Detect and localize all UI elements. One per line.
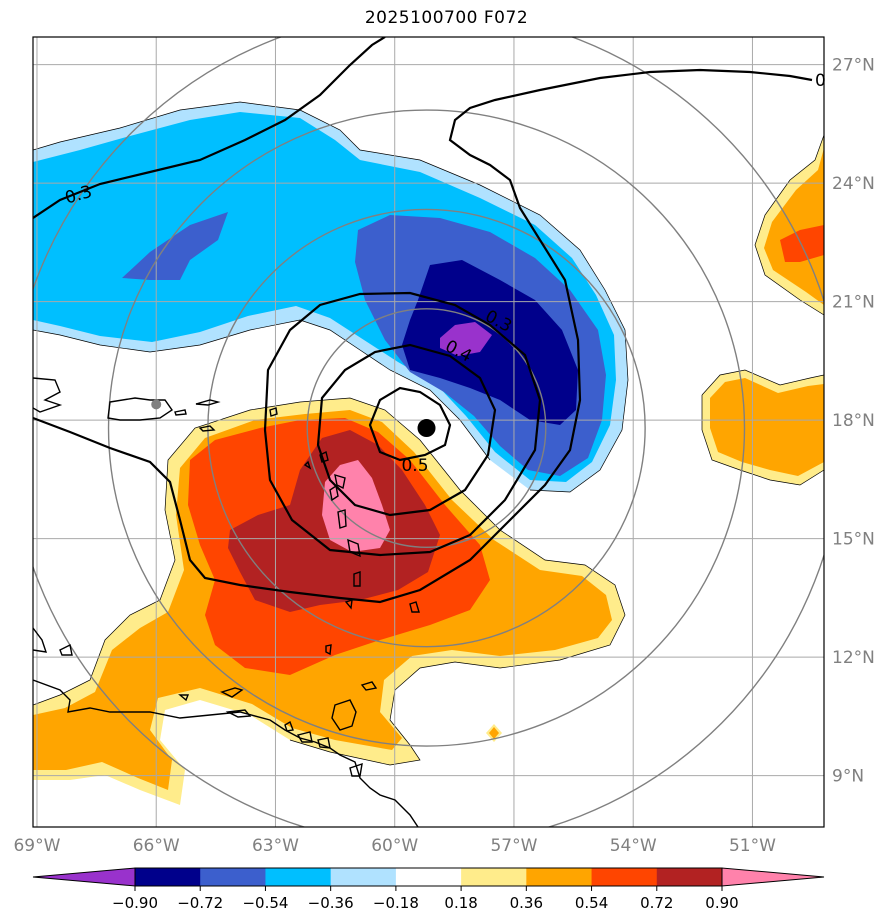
contour-0.5-inner (368, 386, 452, 462)
lat-tick-6: 27°N (832, 56, 875, 76)
lat-tick-1: 12°N (832, 648, 875, 668)
colorbar-extend-high (721, 867, 825, 887)
chart-title: 2025100700 F072 (364, 8, 529, 28)
lon-tick-0: 69°W (13, 836, 60, 856)
colorbar-band-4 (395, 868, 462, 886)
colorbar: −0.90 −0.72 −0.54 −0.36 −0.18 0.18 0.36 0.54 0.7… (32, 867, 825, 912)
lon-tick-labels: 69°W 66°W 63°W 60°W 57°W 54°W 51°W (13, 836, 776, 856)
shade-pos-east-036 (764, 148, 824, 305)
colorbar-tick-2: −0.54 (242, 894, 288, 912)
contour-0.4 (263, 291, 542, 557)
colorbar-band-6 (526, 868, 593, 886)
range-ring-1 (207, 208, 646, 648)
lat-tick-3: 18°N (832, 411, 875, 431)
coastlines (33, 377, 420, 827)
colorbar-tick-8: 0.72 (640, 894, 673, 912)
colorbar-band-1 (200, 868, 266, 886)
lon-tick-5: 54°W (610, 836, 657, 856)
lat-tick-0: 9°N (832, 767, 864, 787)
lon-tick-3: 60°W (371, 836, 418, 856)
colorbar-band-0 (135, 868, 201, 886)
shade-pos-small-inner (489, 727, 499, 739)
colorbar-tick-5: 0.18 (444, 894, 477, 912)
colorbar-tick-9: 0.90 (705, 894, 738, 912)
shade-pos-east-054 (780, 225, 824, 262)
shaded-contours (33, 102, 824, 805)
colorbar-tick-3: −0.36 (308, 894, 354, 912)
colorbar-band-5 (461, 868, 527, 886)
colorbar-frame (134, 867, 723, 887)
colorbar-tick-7: 0.54 (575, 894, 608, 912)
shade-neg-054-west (122, 212, 228, 280)
contour-lines (33, 37, 813, 604)
colorbar-band-2 (265, 868, 332, 886)
lon-tick-6: 51°W (729, 836, 776, 856)
reference-marker (151, 399, 162, 410)
colorbar-tick-0: −0.90 (112, 894, 158, 912)
lon-tick-1: 66°W (133, 836, 180, 856)
contour-label-edge: 0 (815, 71, 826, 91)
lat-tick-labels: 9°N 12°N 15°N 18°N 21°N 24°N 27°N (832, 56, 875, 787)
lon-tick-2: 63°W (252, 836, 299, 856)
lat-tick-2: 15°N (832, 530, 875, 550)
grid-lines (33, 37, 824, 827)
range-rings (33, 37, 824, 827)
lat-tick-5: 24°N (832, 174, 875, 194)
colorbar-band-3 (330, 868, 397, 886)
lat-tick-4: 21°N (832, 293, 875, 313)
contour-0.3-main (33, 68, 813, 604)
range-ring-0 (306, 308, 547, 548)
colorbar-band-8 (656, 868, 723, 886)
contour-0.5-outer (316, 343, 497, 517)
shade-pos-east2-036 (710, 378, 824, 476)
colorbar-tick-6: 0.36 (510, 894, 543, 912)
colorbar-extend-low (32, 867, 136, 887)
contour-label-3: 0.5 (401, 456, 428, 476)
plot-frame (32, 36, 825, 828)
colorbar-band-7 (591, 868, 658, 886)
lon-tick-4: 57°W (490, 836, 537, 856)
range-ring-2 (107, 109, 746, 747)
shade-neg-090 (440, 322, 492, 356)
storm-center-marker (417, 419, 436, 438)
contour-0.3-outer (33, 37, 386, 219)
colorbar-tick-1: −0.72 (177, 894, 223, 912)
colorbar-tick-4: −0.18 (373, 894, 419, 912)
